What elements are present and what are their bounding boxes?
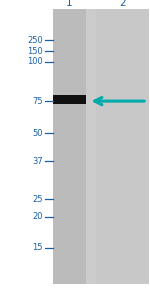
Text: 2: 2 bbox=[120, 0, 126, 8]
Text: 150: 150 bbox=[27, 47, 43, 56]
Text: 25: 25 bbox=[32, 195, 43, 204]
Text: 50: 50 bbox=[32, 129, 43, 138]
Text: 20: 20 bbox=[32, 212, 43, 221]
Bar bbox=[53, 95, 86, 104]
Text: 100: 100 bbox=[27, 57, 43, 66]
Text: 1: 1 bbox=[66, 0, 72, 8]
Text: 75: 75 bbox=[32, 97, 43, 105]
Bar bbox=[53, 9, 149, 284]
Text: 15: 15 bbox=[32, 243, 43, 252]
Text: 37: 37 bbox=[32, 157, 43, 166]
Bar bbox=[53, 9, 86, 284]
Bar bbox=[96, 9, 149, 284]
Text: 250: 250 bbox=[27, 36, 43, 45]
